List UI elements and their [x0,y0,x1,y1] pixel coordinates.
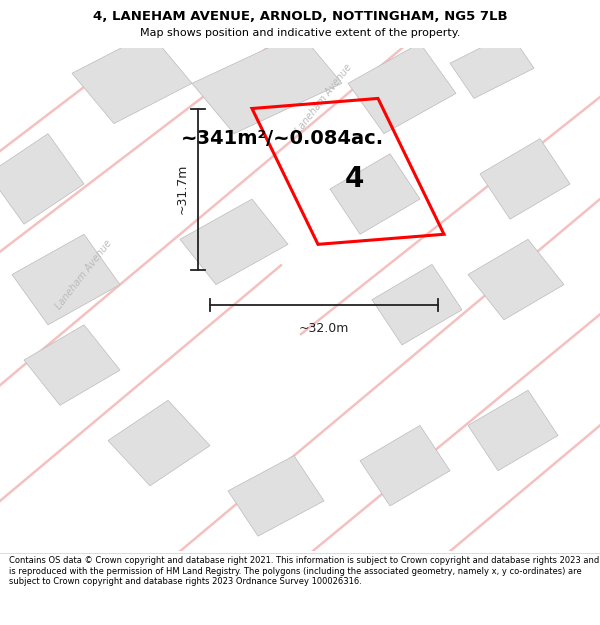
Text: 4: 4 [344,165,364,193]
Polygon shape [108,400,210,486]
Polygon shape [72,33,192,124]
Polygon shape [180,199,288,284]
Polygon shape [0,134,84,224]
Polygon shape [24,325,120,406]
Polygon shape [450,33,534,98]
Text: ~32.0m: ~32.0m [299,322,349,336]
Polygon shape [348,43,456,134]
Polygon shape [480,139,570,219]
Polygon shape [228,456,324,536]
Polygon shape [468,390,558,471]
Polygon shape [372,264,462,345]
Polygon shape [330,154,420,234]
Text: 4, LANEHAM AVENUE, ARNOLD, NOTTINGHAM, NG5 7LB: 4, LANEHAM AVENUE, ARNOLD, NOTTINGHAM, N… [92,9,508,22]
Text: ~341m²/~0.084ac.: ~341m²/~0.084ac. [181,129,383,148]
Text: Contains OS data © Crown copyright and database right 2021. This information is : Contains OS data © Crown copyright and d… [9,556,599,586]
Polygon shape [360,426,450,506]
Polygon shape [12,234,120,325]
Text: Map shows position and indicative extent of the property.: Map shows position and indicative extent… [140,28,460,38]
Text: Laneham Avenue: Laneham Avenue [54,238,114,311]
Text: ~31.7m: ~31.7m [176,164,189,214]
Polygon shape [468,239,564,320]
Text: Laneham Avenue: Laneham Avenue [294,62,354,135]
Polygon shape [192,33,342,134]
